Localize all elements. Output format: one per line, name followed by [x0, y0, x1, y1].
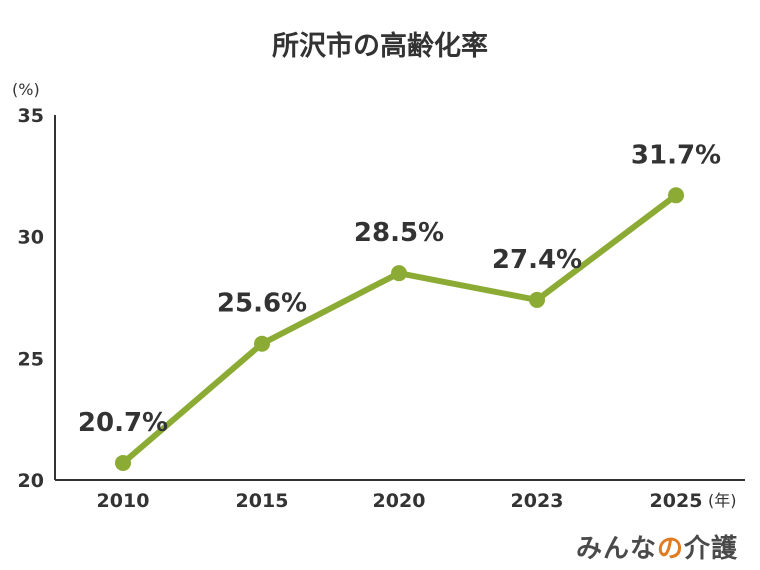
- y-tick-label: 25: [18, 348, 44, 370]
- x-tick-label: 2020: [373, 490, 426, 512]
- logo-text-main: みんな: [575, 534, 657, 564]
- data-point: [391, 265, 407, 282]
- data-label: 31.7%: [631, 140, 721, 170]
- logo-text-tail: 介護: [683, 534, 738, 564]
- x-tick-label: 2023: [511, 490, 564, 512]
- x-tick-label: 2025: [650, 490, 703, 512]
- chart-title: 所沢市の高齢化率: [272, 31, 488, 62]
- x-axis-unit: (年): [708, 491, 737, 510]
- y-axis-unit: (%): [12, 80, 40, 99]
- data-point: [254, 335, 270, 352]
- data-point: [668, 187, 684, 204]
- data-label: 27.4%: [492, 245, 582, 275]
- y-tick-label: 20: [18, 470, 44, 492]
- data-label: 20.7%: [78, 408, 168, 438]
- data-label: 25.6%: [217, 289, 307, 319]
- y-tick-label: 35: [18, 105, 44, 127]
- brand-logo: みんなの介護: [576, 528, 738, 565]
- data-point: [529, 291, 545, 308]
- data-point: [115, 454, 131, 471]
- x-tick-label: 2010: [97, 490, 150, 512]
- data-label: 28.5%: [354, 218, 444, 248]
- logo-text-accent: の: [656, 534, 684, 564]
- y-tick-label: 30: [18, 227, 44, 249]
- x-tick-label: 2015: [236, 490, 289, 512]
